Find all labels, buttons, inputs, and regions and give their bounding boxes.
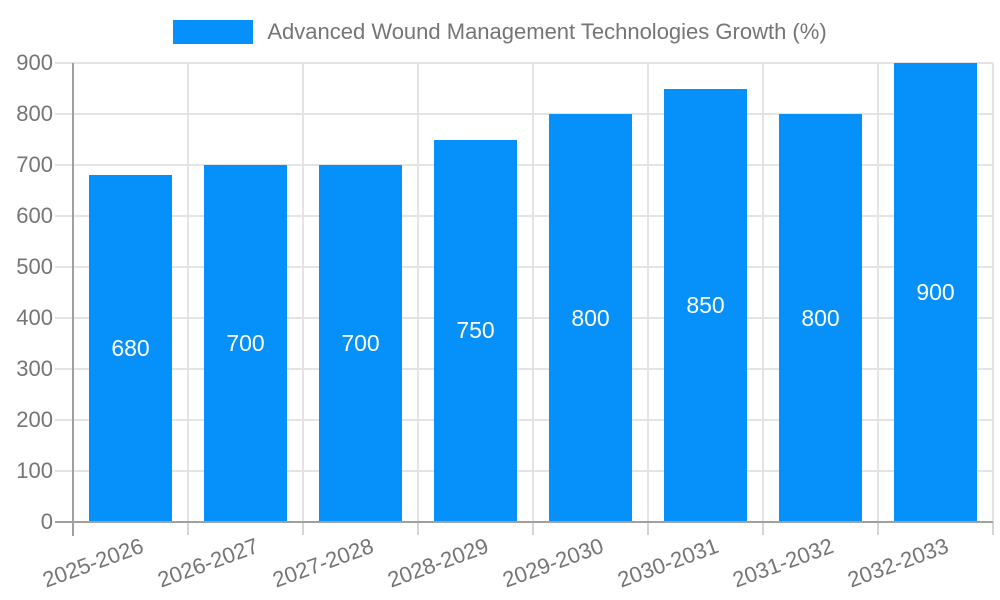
gridline-h — [55, 62, 993, 64]
y-tick-label: 100 — [16, 458, 53, 483]
x-axis-tick — [187, 522, 189, 535]
bar[interactable]: 900 — [894, 63, 977, 522]
y-axis-line — [72, 63, 74, 536]
legend-swatch-icon — [173, 20, 254, 44]
gridline-h — [55, 266, 993, 268]
gridline-v — [647, 63, 649, 522]
x-tick-label: 2028-2029 — [384, 533, 493, 593]
x-axis-tick — [992, 522, 994, 535]
gridline-v — [992, 63, 994, 522]
bar-value-label: 900 — [916, 279, 955, 305]
y-tick-label: 500 — [16, 254, 53, 279]
bar-value-label: 850 — [686, 291, 725, 318]
x-tick-label: 2029-2030 — [499, 533, 608, 593]
gridline-v — [762, 63, 764, 522]
x-axis-tick — [762, 522, 764, 535]
y-tick-label: 0 — [40, 509, 53, 534]
x-tick-label: 2025-2026 — [39, 533, 148, 593]
y-tick-label: 700 — [16, 152, 53, 177]
gridline-v — [187, 63, 189, 522]
gridline-h — [55, 215, 993, 217]
bar[interactable]: 700 — [319, 165, 402, 522]
x-axis-tick — [417, 522, 419, 535]
y-tick-label: 300 — [16, 356, 53, 381]
gridline-h — [55, 113, 993, 115]
gridline-h — [55, 419, 993, 421]
bar[interactable]: 680 — [89, 175, 172, 522]
bar[interactable]: 800 — [549, 114, 632, 522]
x-axis-tick — [877, 522, 879, 535]
gridline-v — [532, 63, 534, 522]
bar-value-label: 700 — [341, 330, 380, 356]
legend-label: Advanced Wound Management Technologies G… — [267, 19, 827, 44]
bar-value-label: 700 — [226, 330, 265, 356]
gridline-h — [55, 317, 993, 319]
gridline-h — [55, 164, 993, 166]
gridline-h — [55, 470, 993, 472]
bar-value-label: 800 — [571, 304, 610, 331]
x-axis-line — [55, 521, 993, 523]
x-tick-label: 2030-2031 — [614, 533, 723, 593]
x-axis-tick — [302, 522, 304, 535]
x-axis-tick — [647, 522, 649, 535]
y-axis-labels: 0 100 200 300 400 500 600 700 800 900 — [0, 50, 53, 534]
gridline-v — [417, 63, 419, 522]
plot-area: 680 700 700 750 800 850 800 900 — [55, 62, 994, 536]
x-tick-label: 2031-2032 — [729, 533, 838, 593]
x-tick-label: 2026-2027 — [154, 533, 263, 593]
y-tick-label: 800 — [16, 101, 53, 126]
y-tick-label: 900 — [16, 50, 53, 75]
bar[interactable]: 850 — [664, 88, 747, 522]
gridline-h — [55, 368, 993, 370]
bar[interactable]: 800 — [779, 114, 862, 522]
y-tick-label: 200 — [16, 407, 53, 432]
x-tick-label: 2032-2033 — [844, 533, 953, 593]
x-tick-label: 2027-2028 — [269, 533, 378, 593]
y-tick-label: 600 — [16, 203, 53, 228]
x-axis-tick — [532, 522, 534, 535]
bar-value-label: 750 — [456, 317, 495, 344]
y-tick-label: 400 — [16, 305, 53, 330]
gridline-v — [877, 63, 879, 522]
bar-value-label: 680 — [111, 335, 150, 362]
bar-value-label: 800 — [801, 304, 840, 331]
bar[interactable]: 750 — [434, 139, 517, 522]
gridline-v — [302, 63, 304, 522]
legend[interactable]: Advanced Wound Management Technologies G… — [0, 18, 1000, 46]
bar[interactable]: 700 — [204, 165, 287, 522]
